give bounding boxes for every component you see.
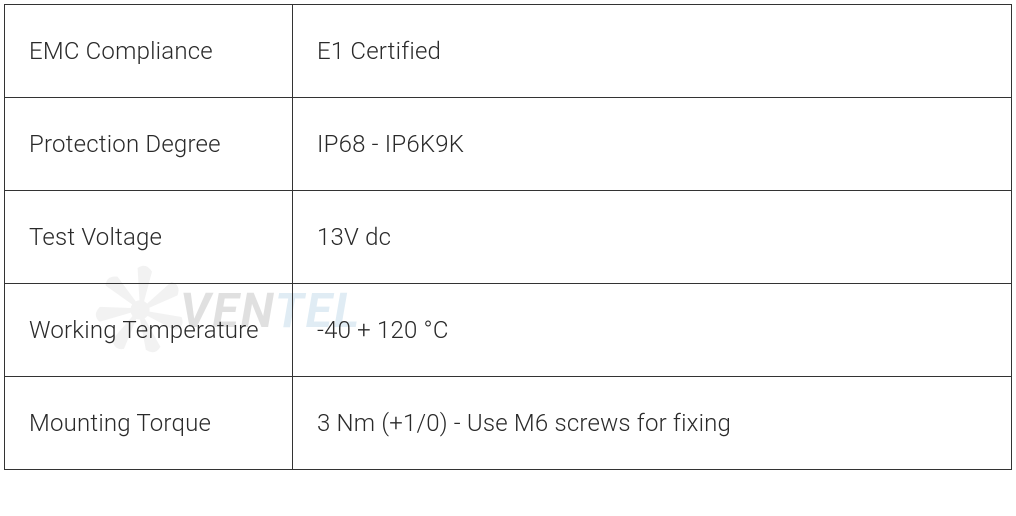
spec-label: Test Voltage — [5, 191, 293, 284]
table-row: Test Voltage 13V dc — [5, 191, 1012, 284]
table-row: Working Temperature -40 + 120 °C — [5, 284, 1012, 377]
spec-label: Working Temperature — [5, 284, 293, 377]
spec-value: IP68 - IP6K9K — [293, 98, 1012, 191]
table-row: Mounting Torque 3 Nm (+1/0) - Use M6 scr… — [5, 377, 1012, 470]
spec-label: Mounting Torque — [5, 377, 293, 470]
spec-value: 13V dc — [293, 191, 1012, 284]
spec-value: E1 Certified — [293, 5, 1012, 98]
spec-label: EMC Compliance — [5, 5, 293, 98]
spec-value: -40 + 120 °C — [293, 284, 1012, 377]
spec-label: Protection Degree — [5, 98, 293, 191]
specs-table: EMC Compliance E1 Certified Protection D… — [4, 4, 1012, 470]
table-row: Protection Degree IP68 - IP6K9K — [5, 98, 1012, 191]
table-row: EMC Compliance E1 Certified — [5, 5, 1012, 98]
spec-value: 3 Nm (+1/0) - Use M6 screws for fixing — [293, 377, 1012, 470]
